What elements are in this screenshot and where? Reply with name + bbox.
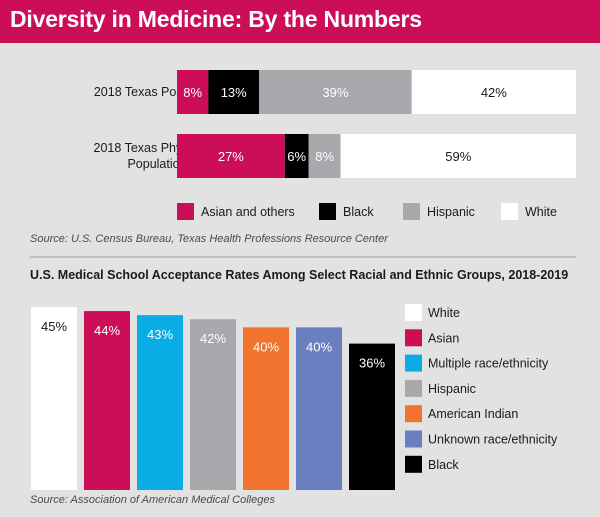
chart2-legend-label: Asian [428, 331, 459, 345]
chart1-data-label: 6% [287, 149, 306, 164]
chart2-data-label: 36% [359, 356, 385, 371]
chart2-legend: White Asian Multiple race/ethnicity Hispani… [405, 304, 558, 473]
chart1-legend-label: Asian and others [201, 205, 295, 219]
chart1-bar-white [340, 134, 576, 178]
chart1-legend-swatch-hispanic [403, 203, 420, 220]
chart2-legend-swatch-asian [405, 329, 422, 347]
chart1-data-label: 39% [322, 85, 348, 100]
chart2-legend-label: Multiple race/ethnicity [428, 357, 549, 371]
chart2-legend-label: Unknown race/ethnicity [428, 433, 558, 447]
chart1-data-label: 13% [221, 85, 247, 100]
chart2-legend-swatch-hispanic [405, 379, 422, 397]
chart2-legend-label: American Indian [428, 407, 518, 421]
chart2-legend-swatch-black [405, 455, 422, 473]
chart1-bar-black [208, 70, 260, 114]
chart1-data-label: 42% [481, 85, 507, 100]
chart1-bar-white [411, 70, 576, 114]
chart1-bar-black [284, 134, 309, 178]
chart2-bars: 45% 44% 43% 42% 40% 40% 36% [31, 307, 395, 490]
chart2-legend-label: Black [428, 458, 459, 472]
chart1-bar-asian-and-others [177, 134, 285, 178]
chart2-data-label: 45% [41, 319, 67, 334]
chart1-legend-swatch-black [319, 203, 336, 220]
chart2-data-label: 40% [253, 339, 279, 354]
chart1-source: Source: U.S. Census Bureau, Texas Health… [30, 233, 389, 245]
chart1-category-label: Population [127, 157, 186, 171]
chart1-bar-hispanic [308, 134, 341, 178]
chart1-legend-label: Black [343, 205, 374, 219]
chart2-source: Source: Association of American Medical … [30, 494, 275, 506]
chart2-data-label: 40% [306, 339, 332, 354]
chart2-legend-swatch-multiple-race-ethnicity [405, 354, 422, 372]
chart2-bar-unknown-race-ethnicity [296, 327, 342, 490]
chart1-legend-label: Hispanic [427, 205, 475, 219]
chart1-data-label: 59% [445, 149, 471, 164]
chart2-bar-hispanic [190, 319, 236, 490]
chart1-data-label: 27% [218, 149, 244, 164]
header-banner: Diversity in Medicine: By the Numbers [0, 0, 600, 43]
chart2-legend-swatch-american-indian [405, 405, 422, 423]
chart2-bar-asian [84, 311, 130, 490]
chart1-stacked-bars: 8% 13% 39% 42% 27% 6% 8% 59% [177, 70, 576, 178]
chart1-bar-asian-and-others [177, 70, 209, 114]
chart2-bar-white [31, 307, 77, 490]
chart2-bar-multiple-race-ethnicity [137, 315, 183, 490]
chart2-legend-swatch-white [405, 304, 422, 321]
chart1-data-label: 8% [315, 149, 334, 164]
chart2-bar-black [349, 343, 395, 490]
chart1-legend-swatch-asian-and-others [177, 203, 194, 220]
chart2-legend-label: White [428, 306, 460, 320]
chart2-data-label: 43% [147, 327, 173, 342]
chart1-bar-hispanic [259, 70, 412, 114]
chart2-title: U.S. Medical School Acceptance Rates Amo… [30, 268, 568, 282]
chart2-bar-american-indian [243, 327, 289, 490]
page-title: Diversity in Medicine: By the Numbers [10, 6, 422, 32]
chart1-legend-label: White [525, 205, 557, 219]
chart1-legend: Asian and others Black Hispanic White [177, 203, 557, 220]
chart1-legend-swatch-white [501, 203, 518, 220]
chart2-legend-swatch-unknown-race-ethnicity [405, 430, 422, 448]
chart1-data-label: 8% [183, 85, 202, 100]
chart2-legend-label: Hispanic [428, 382, 476, 396]
chart2-data-label: 44% [94, 323, 120, 338]
chart2-data-label: 42% [200, 331, 226, 346]
